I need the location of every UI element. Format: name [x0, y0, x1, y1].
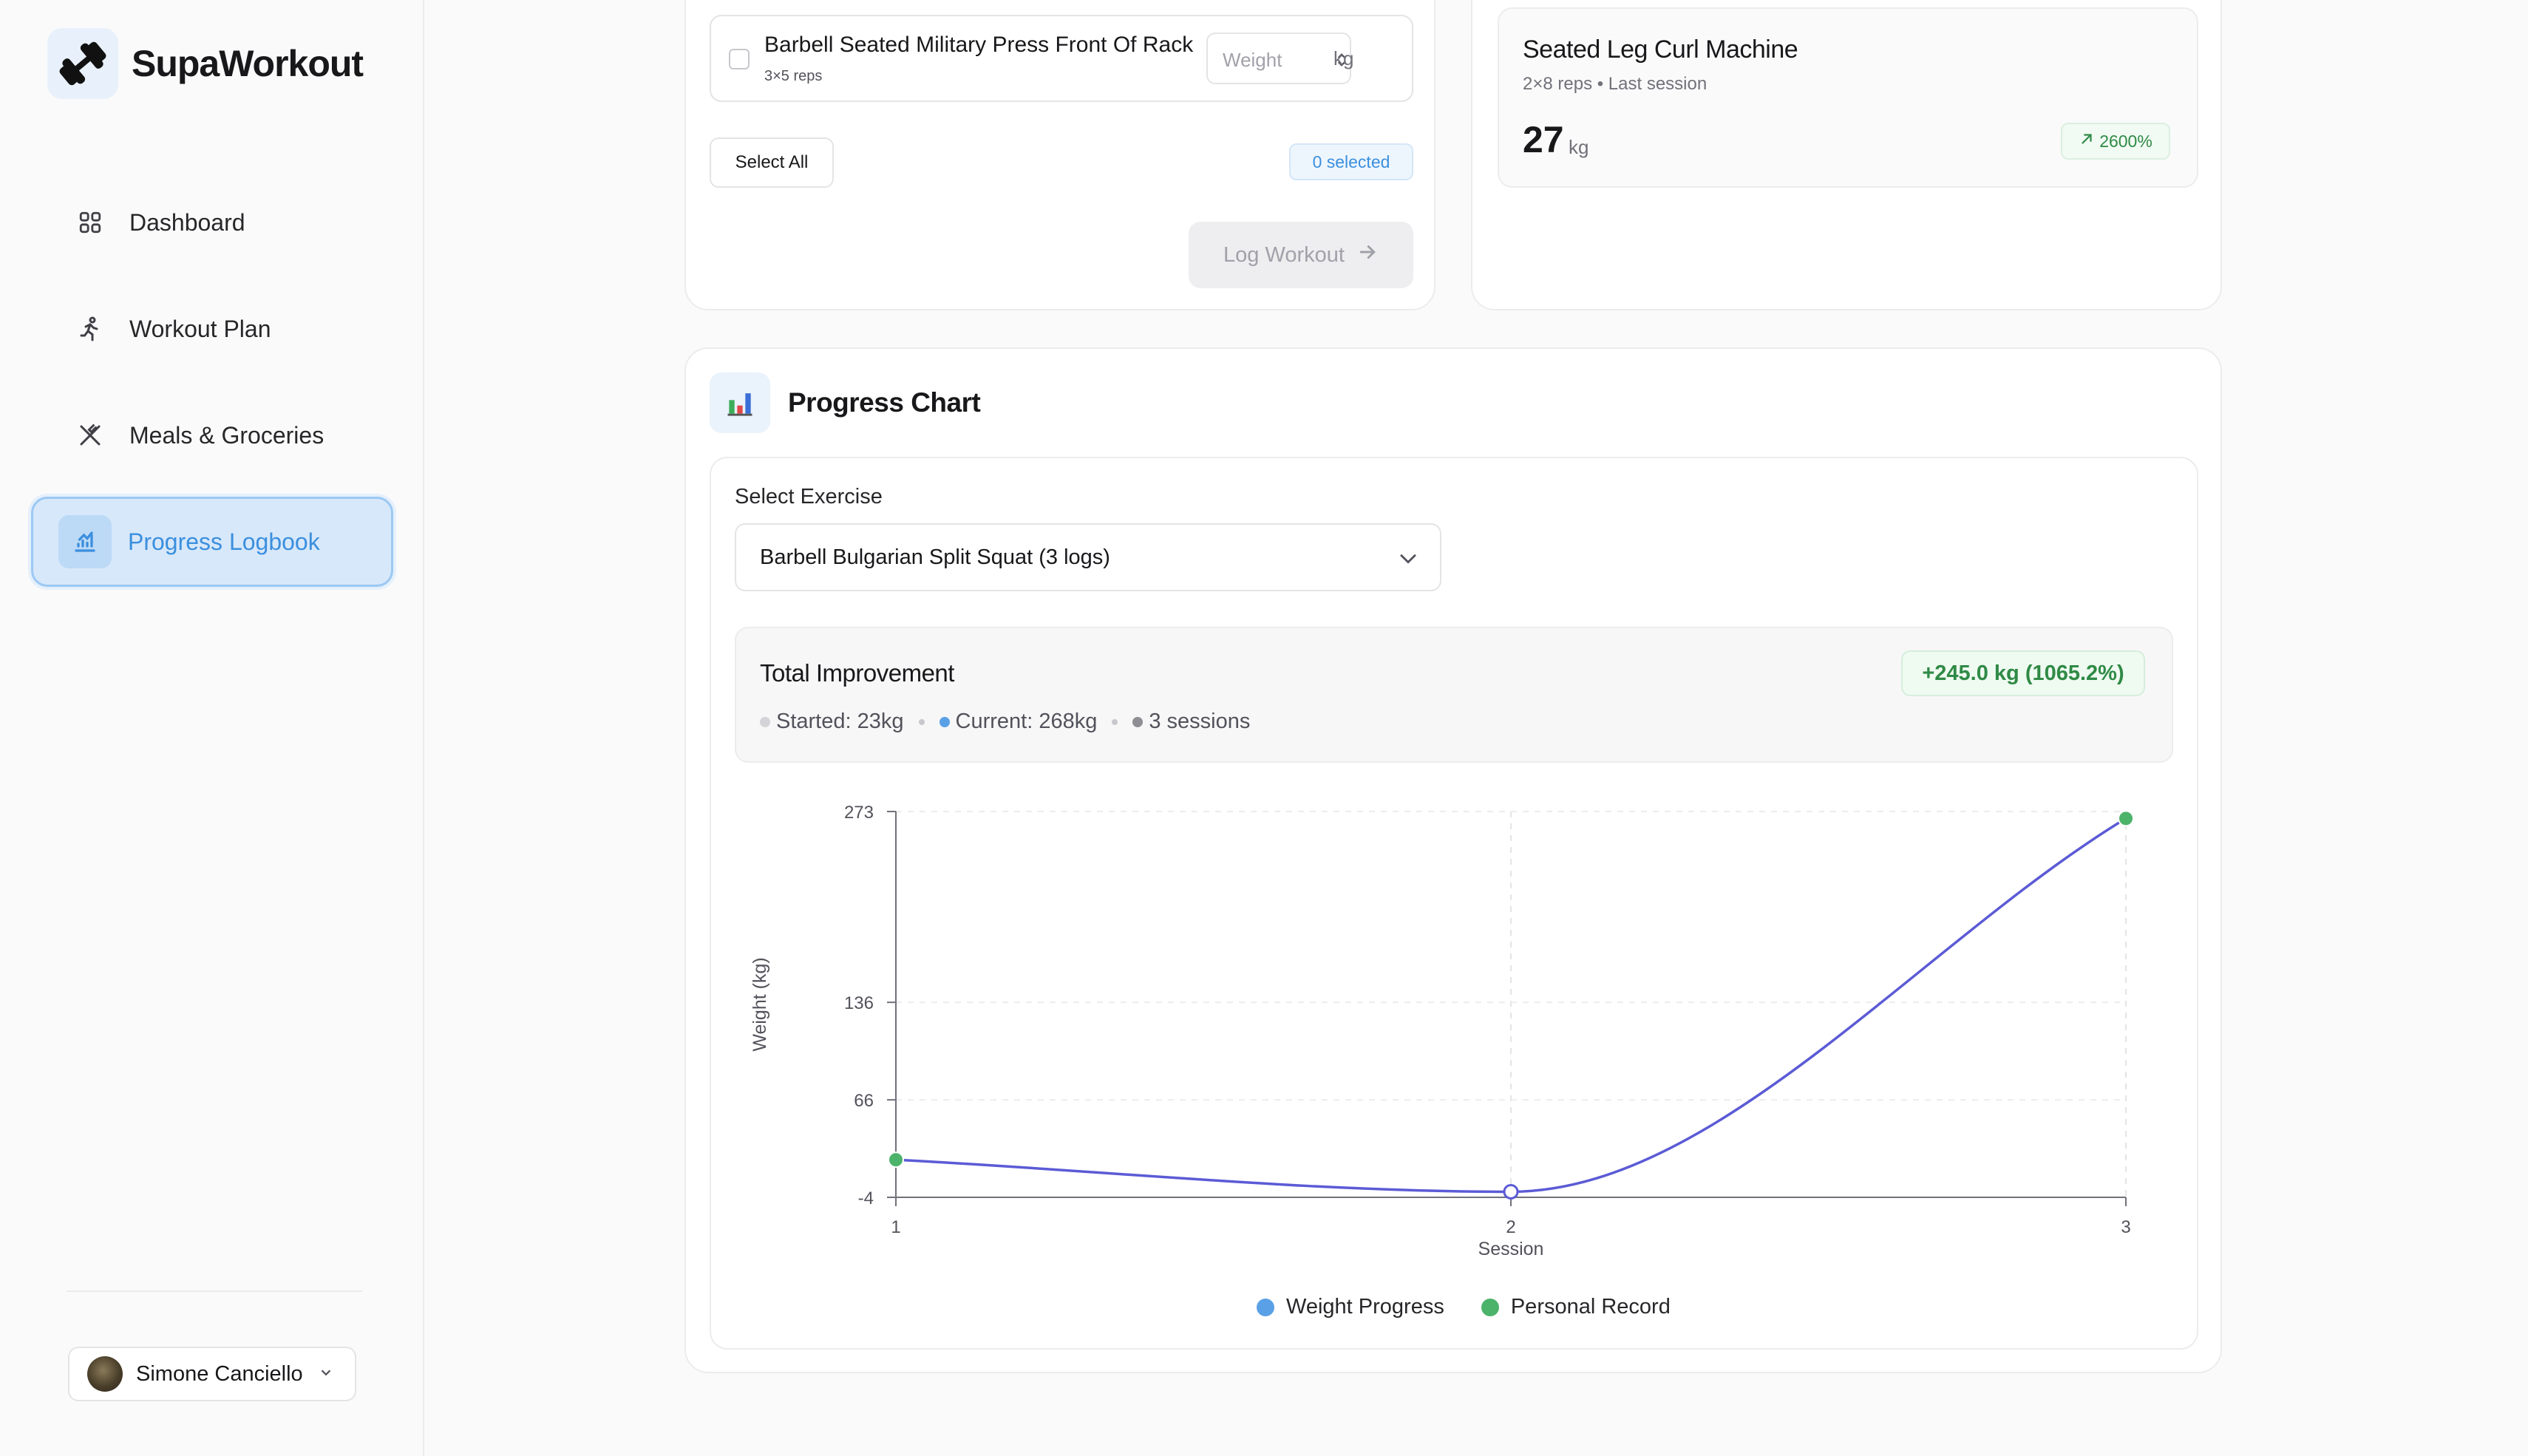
bar-chart-icon [710, 372, 770, 433]
legend-swatch [1481, 1298, 1499, 1316]
sessions-text: 3 sessions [1149, 710, 1251, 733]
avatar [87, 1356, 123, 1392]
select-exercise-label: Select Exercise [735, 485, 883, 508]
personal-record-point [2118, 810, 2134, 827]
x-tick-label: 2 [1506, 1217, 1515, 1237]
sidebar-item-label: Workout Plan [129, 315, 271, 342]
brand[interactable]: SupaWorkout [47, 28, 364, 99]
user-menu-button[interactable]: Simone Canciello [68, 1347, 356, 1401]
exercise-name: Barbell Seated Military Press Front Of R… [764, 33, 1194, 57]
separator-dot [918, 718, 925, 725]
utensils-icon [72, 417, 109, 454]
legend-personal-record[interactable]: Personal Record [1481, 1295, 1671, 1319]
legend-swatch [1257, 1298, 1274, 1316]
y-tick-label: 136 [844, 993, 874, 1013]
improvement-badge: 2600% [2061, 123, 2170, 160]
last-session-item[interactable]: Seated Leg Curl Machine 2×8 reps • Last … [1498, 7, 2198, 188]
progress-chart-title: Progress Chart [788, 387, 981, 418]
sidebar-item-meals[interactable]: Meals & Groceries [31, 390, 393, 480]
sessions-dot [1132, 716, 1144, 727]
sidebar-item-dashboard[interactable]: Dashboard [31, 177, 393, 268]
current-dot [939, 716, 950, 727]
weight-input[interactable]: Weight [1206, 33, 1351, 84]
stepper-icon[interactable] [1335, 50, 1348, 73]
chart-legend: Weight Progress Personal Record [1257, 1295, 1708, 1319]
weight-placeholder: Weight [1223, 49, 1282, 71]
exercise-select[interactable]: Barbell Bulgarian Split Squat (3 logs) [735, 523, 1441, 591]
grid-icon [72, 204, 109, 241]
last-exercise-name: Seated Leg Curl Machine [1523, 35, 1798, 64]
arrow-right-icon [1356, 241, 1379, 269]
user-name: Simone Canciello [136, 1361, 303, 1386]
weight-unit: kg [1333, 47, 1354, 69]
selected-count-badge: 0 selected [1289, 143, 1413, 180]
last-session-card: Seated Leg Curl Machine 2×8 reps • Last … [1471, 0, 2222, 310]
total-improvement-panel: Total Improvement +245.0 kg (1065.2%) St… [735, 627, 2173, 763]
total-improvement-badge: +245.0 kg (1065.2%) [1901, 650, 2145, 696]
progress-line-chart: -4 66 136 273 1 2 3 Session Weight (kg) [750, 803, 2134, 1259]
x-tick-label: 3 [2121, 1217, 2130, 1237]
improvement-value: 2600% [2099, 131, 2152, 151]
chevron-down-icon [318, 1362, 334, 1387]
sidebar-item-label: Meals & Groceries [129, 421, 325, 449]
legend-weight-progress[interactable]: Weight Progress [1257, 1295, 1444, 1319]
sidebar-item-progress-logbook[interactable]: Progress Logbook [31, 497, 393, 587]
select-all-button[interactable]: Select All [710, 137, 834, 188]
improvement-stats: Started: 23kg Current: 268kg 3 sessions [760, 710, 1250, 734]
sidebar-item-workout-plan[interactable]: Workout Plan [31, 284, 393, 374]
log-workout-card: Barbell Seated Military Press Front Of R… [684, 0, 1435, 310]
started-dot [760, 716, 770, 727]
exercise-sets: 3×5 reps [764, 68, 823, 84]
chart-icon [58, 515, 112, 568]
trend-up-icon [2079, 131, 2095, 152]
sidebar-item-label: Progress Logbook [128, 528, 320, 555]
weight-progress-line [895, 817, 2127, 1194]
personal-record-point [888, 1151, 904, 1168]
current-text: Current: 268kg [955, 710, 1098, 733]
exercise-select-value: Barbell Bulgarian Split Squat (3 logs) [760, 545, 1110, 569]
total-improvement-title: Total Improvement [760, 659, 954, 687]
sidebar-divider [67, 1290, 362, 1292]
exercise-row[interactable]: Barbell Seated Military Press Front Of R… [710, 15, 1413, 102]
log-workout-label: Log Workout [1223, 242, 1345, 267]
separator-dot [1112, 718, 1118, 725]
chevron-down-icon [1396, 545, 1421, 574]
started-text: Started: 23kg [776, 710, 904, 733]
brand-name: SupaWorkout [132, 43, 364, 84]
x-tick-label: 1 [891, 1217, 900, 1237]
y-tick-label: 273 [844, 803, 874, 823]
last-weight-value: 27 [1523, 119, 1564, 160]
sidebar: SupaWorkout Dashboard Workout Plan Meals… [0, 0, 424, 1456]
legend-label: Weight Progress [1286, 1295, 1444, 1319]
exercise-checkbox[interactable] [729, 49, 750, 69]
y-tick-label: -4 [858, 1188, 874, 1208]
x-axis-title: Session [1478, 1239, 1544, 1259]
y-axis-title: Weight (kg) [750, 957, 770, 1051]
y-tick-label: 66 [854, 1091, 874, 1111]
progress-chart-card: Progress Chart Select Exercise Barbell B… [684, 347, 2222, 1373]
data-point [1503, 1183, 1519, 1200]
last-exercise-meta: 2×8 reps • Last session [1523, 74, 1708, 94]
legend-label: Personal Record [1510, 1295, 1671, 1319]
sidebar-item-label: Dashboard [129, 208, 245, 236]
sidebar-nav: Dashboard Workout Plan Meals & Groceries… [31, 177, 393, 603]
log-workout-button[interactable]: Log Workout [1189, 222, 1413, 288]
running-icon [72, 310, 109, 347]
last-weight-unit: kg [1569, 136, 1589, 158]
chart-panel: Select Exercise Barbell Bulgarian Split … [710, 457, 2198, 1350]
dumbbell-icon [47, 28, 118, 99]
